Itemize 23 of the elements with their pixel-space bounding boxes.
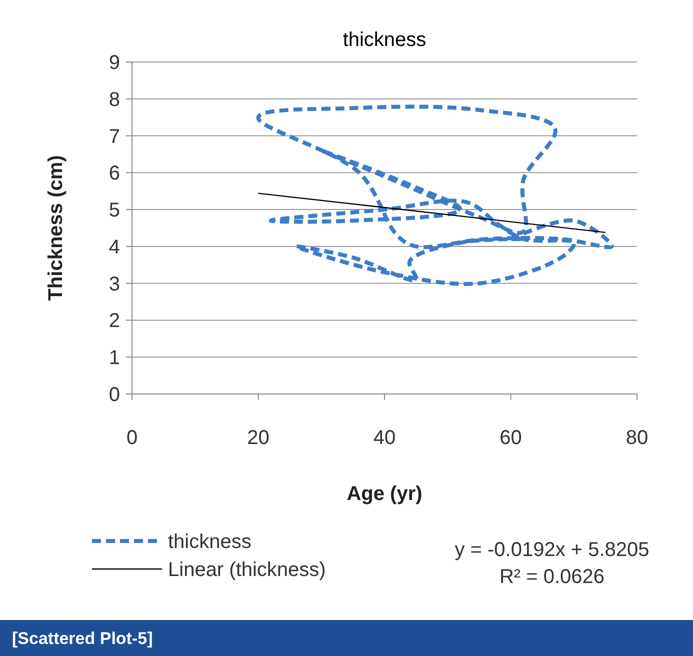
y-tick-label: 3 [108, 273, 120, 296]
y-axis-title: Thickness (cm) [45, 155, 67, 301]
x-tick-label: 60 [500, 427, 522, 449]
y-tick-label: 9 [108, 52, 120, 74]
y-tick-label: 0 [108, 384, 120, 406]
y-tick-label: 7 [108, 126, 120, 148]
y-tick-label: 2 [108, 310, 120, 332]
x-tick-label: 20 [247, 427, 270, 449]
x-tick-label: 40 [373, 427, 396, 449]
x-tick-label: 0 [126, 427, 138, 449]
y-tick-label: 1 [108, 347, 120, 370]
text: y = -0.0192x + 5.8205 [454, 539, 650, 561]
y-tick-label: 5 [108, 200, 120, 222]
y-tick-label: 6 [108, 162, 120, 185]
x-axis-title: Age (yr) [346, 483, 422, 505]
text: [Scattered Plot-5] [12, 629, 153, 648]
x-tick-label: 80 [626, 427, 648, 449]
legend-label: thickness [168, 531, 252, 553]
y-tick-label: 8 [108, 88, 120, 111]
legend-label: Linear (thickness) [168, 559, 326, 581]
text: R² = 0.0626 [499, 566, 605, 588]
chart-title: thickness [342, 29, 426, 51]
y-tick-label: 4 [108, 236, 120, 258]
